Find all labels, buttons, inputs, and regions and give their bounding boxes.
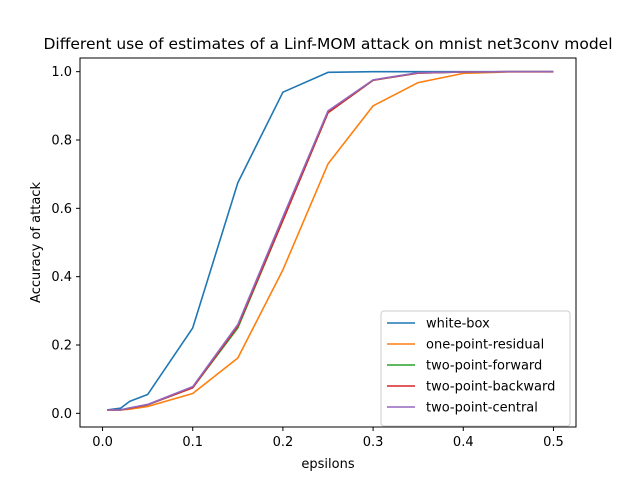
x-axis-label: epsilons (301, 457, 354, 472)
y-axis: 0.0 0.2 0.4 0.6 0.8 1.0 (51, 65, 80, 422)
legend-label: two-point-forward (426, 359, 542, 374)
legend-label: two-point-backward (426, 380, 555, 395)
x-tick-label: 0.0 (92, 435, 113, 450)
series-layer (106, 70, 554, 411)
y-tick-label: 0.6 (51, 202, 72, 217)
y-tick-label: 0.2 (51, 339, 72, 354)
legend-box (380, 310, 571, 427)
series-line-two-point-central (107, 70, 554, 411)
legend-label: one-point-residual (426, 338, 544, 353)
y-tick-label: 1.0 (51, 65, 72, 80)
y-tick-label: 0.4 (51, 270, 72, 285)
x-tick-label: 0.3 (363, 435, 384, 450)
legend: white-box one-point-residual two-point-for… (380, 310, 571, 427)
x-tick-label: 0.2 (273, 435, 294, 450)
legend-label: two-point-central (426, 401, 538, 416)
x-tick-label: 0.4 (453, 435, 474, 450)
plot-frame (79, 57, 577, 428)
y-tick-label: 0.0 (51, 407, 72, 422)
y-axis-label: Accuracy of attack (29, 182, 44, 303)
y-tick-label: 0.8 (51, 134, 72, 149)
series-line-one-point-residual (107, 71, 554, 411)
legend-label: white-box (426, 317, 490, 332)
x-tick-label: 0.5 (543, 435, 564, 450)
x-axis: 0.0 0.1 0.2 0.3 0.4 0.5 (92, 427, 564, 450)
chart-title: Different use of estimates of a Linf-MOM… (43, 35, 612, 53)
x-tick-label: 0.1 (182, 435, 203, 450)
